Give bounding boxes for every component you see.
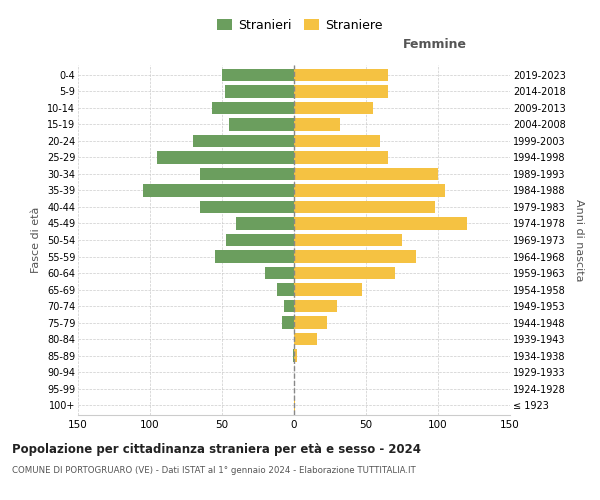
Bar — [229, 118, 294, 130]
Bar — [294, 118, 340, 130]
Bar — [284, 300, 294, 312]
Bar — [294, 267, 395, 279]
Bar — [294, 250, 416, 262]
Bar — [293, 350, 294, 362]
Bar — [294, 234, 402, 246]
Bar — [294, 168, 438, 180]
Bar — [143, 184, 294, 196]
Text: COMUNE DI PORTOGRUARO (VE) - Dati ISTAT al 1° gennaio 2024 - Elaborazione TUTTIT: COMUNE DI PORTOGRUARO (VE) - Dati ISTAT … — [12, 466, 416, 475]
Bar — [265, 267, 294, 279]
Bar — [193, 135, 294, 147]
Bar — [294, 68, 388, 81]
Bar — [294, 316, 327, 328]
Text: Femmine: Femmine — [403, 38, 466, 51]
Bar — [294, 399, 295, 411]
Bar — [200, 168, 294, 180]
Bar — [294, 184, 445, 196]
Bar — [294, 218, 467, 230]
Bar — [294, 284, 362, 296]
Bar — [157, 152, 294, 164]
Y-axis label: Fasce di età: Fasce di età — [31, 207, 41, 273]
Text: Popolazione per cittadinanza straniera per età e sesso - 2024: Popolazione per cittadinanza straniera p… — [12, 442, 421, 456]
Bar — [294, 85, 388, 98]
Bar — [283, 316, 294, 328]
Bar — [294, 350, 297, 362]
Bar — [212, 102, 294, 114]
Bar — [226, 234, 294, 246]
Y-axis label: Anni di nascita: Anni di nascita — [574, 198, 584, 281]
Bar — [222, 68, 294, 81]
Bar — [294, 102, 373, 114]
Legend: Stranieri, Straniere: Stranieri, Straniere — [212, 14, 388, 37]
Bar — [200, 201, 294, 213]
Bar — [225, 85, 294, 98]
Bar — [294, 201, 435, 213]
Bar — [294, 300, 337, 312]
Bar — [294, 333, 317, 345]
Bar — [294, 135, 380, 147]
Bar — [236, 218, 294, 230]
Bar — [215, 250, 294, 262]
Bar — [277, 284, 294, 296]
Bar — [294, 152, 388, 164]
